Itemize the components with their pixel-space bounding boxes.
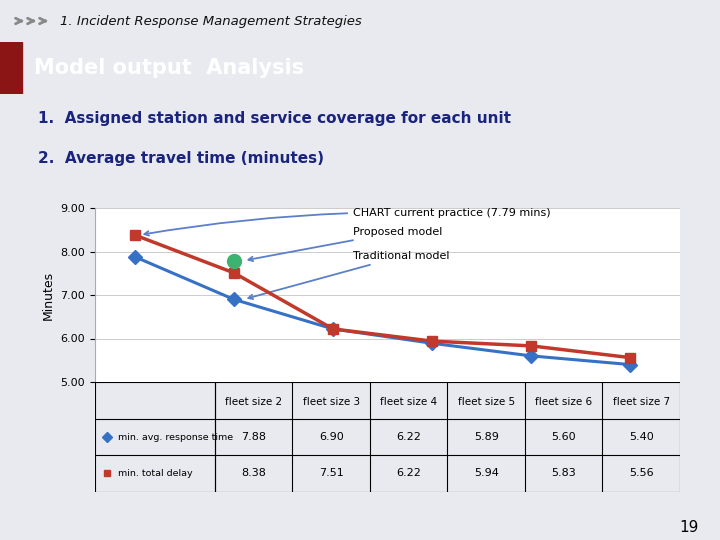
Text: 1. Incident Response Management Strategies: 1. Incident Response Management Strategi… [60,15,361,28]
Bar [0,42,22,94]
Text: fleet size 2: fleet size 2 [225,397,282,407]
Text: min. total delay: min. total delay [118,469,193,478]
Text: fleet size 4: fleet size 4 [380,397,437,407]
Text: 6.22: 6.22 [396,468,421,478]
Text: fleet size 3: fleet size 3 [302,397,360,407]
Text: min. avg. response time: min. avg. response time [118,433,233,442]
Text: CHART current practice (7.79 mins): CHART current practice (7.79 mins) [144,208,550,235]
Text: Traditional model: Traditional model [248,251,449,299]
Text: 8.38: 8.38 [241,468,266,478]
Text: 6.22: 6.22 [396,432,421,442]
Text: 5.60: 5.60 [552,432,576,442]
Text: fleet size 7: fleet size 7 [613,397,670,407]
Text: fleet size 6: fleet size 6 [535,397,593,407]
Text: 19: 19 [679,519,698,535]
Text: 5.94: 5.94 [474,468,499,478]
Text: Proposed model: Proposed model [248,227,442,261]
Text: 5.89: 5.89 [474,432,499,442]
Text: 5.56: 5.56 [629,468,654,478]
Text: 2.  Average travel time (minutes): 2. Average travel time (minutes) [38,152,324,166]
Text: 5.83: 5.83 [552,468,576,478]
Y-axis label: Minutes: Minutes [42,271,55,320]
Text: 1.  Assigned station and service coverage for each unit: 1. Assigned station and service coverage… [38,111,511,126]
Text: fleet size 5: fleet size 5 [458,397,515,407]
Text: 6.90: 6.90 [319,432,343,442]
Text: 7.51: 7.51 [319,468,343,478]
Text: 5.40: 5.40 [629,432,654,442]
Text: Model output  Analysis: Model output Analysis [34,58,304,78]
Text: 7.88: 7.88 [241,432,266,442]
